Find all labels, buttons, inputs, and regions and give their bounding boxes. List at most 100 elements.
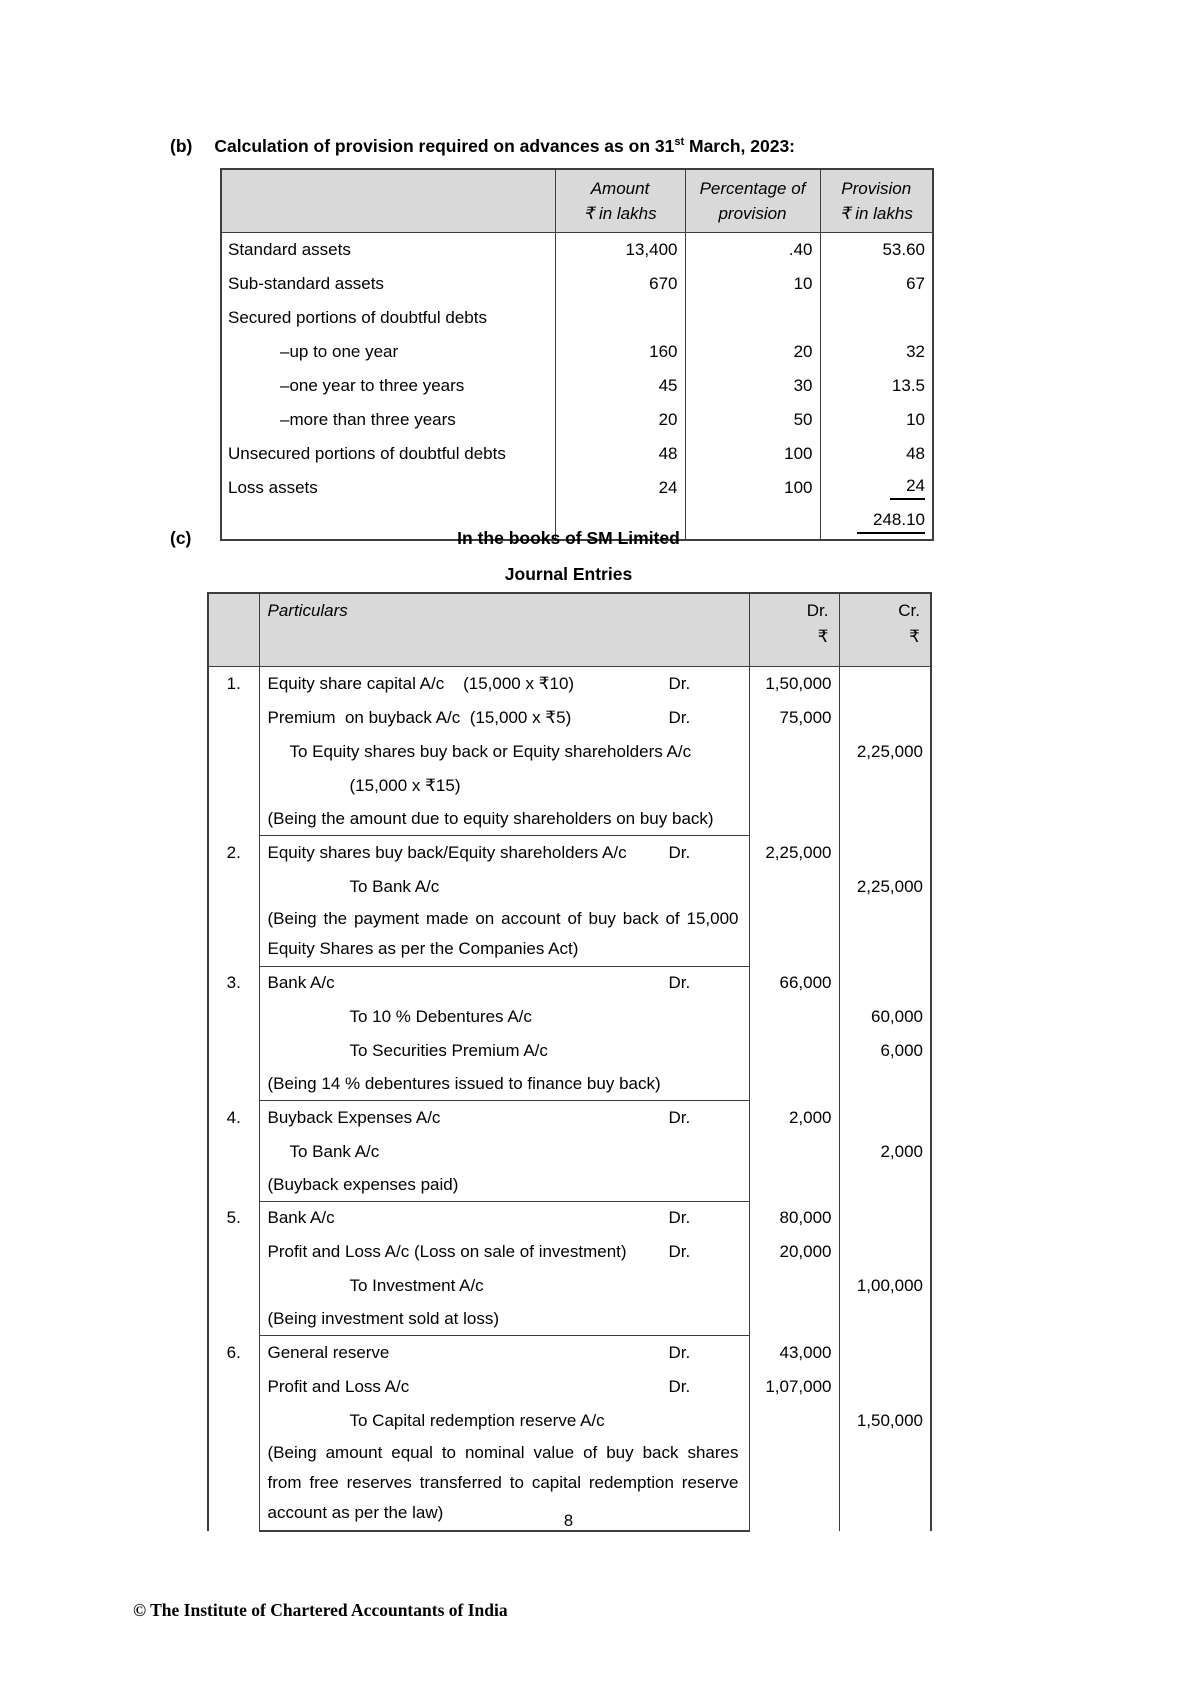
line-text: Equity share capital A/c (15,000 x ₹10) bbox=[267, 674, 575, 693]
line-text: Bank A/c bbox=[267, 1208, 335, 1228]
header-percentage: Percentage of provision bbox=[684, 169, 821, 233]
narration-text: (Being the payment made on account of bu… bbox=[258, 903, 750, 967]
row-amount: 20 bbox=[554, 403, 686, 437]
total-row: 248.10 bbox=[220, 505, 934, 540]
debit-amount bbox=[748, 735, 840, 769]
debit-amount: 80,000 bbox=[748, 1201, 840, 1235]
entry-number bbox=[207, 1437, 260, 1531]
journal-line: Profit and Loss A/c Dr. 1,07,000 bbox=[207, 1369, 932, 1404]
dr-indicator: Dr. bbox=[668, 1208, 691, 1228]
debit-amount: 66,000 bbox=[748, 966, 840, 1000]
table-row: –one year to three years 45 30 13.5 bbox=[220, 369, 934, 403]
subtotal-underlined: 24 bbox=[890, 476, 925, 500]
credit-amount: 1,50,000 bbox=[838, 1403, 932, 1438]
journal-line: To Capital redemption reserve A/c 1,50,0… bbox=[207, 1403, 932, 1438]
journal-table: Particulars Dr. ₹ Cr. ₹ 1. Equity share … bbox=[207, 592, 932, 1532]
cr-label: Cr. bbox=[898, 601, 920, 620]
narration-text: (Being 14 % debentures issued to finance… bbox=[258, 1068, 750, 1101]
line-text: To Bank A/c bbox=[349, 876, 440, 896]
section-b-title: (b) Calculation of provision required on … bbox=[170, 136, 795, 157]
header-amount: Amount ₹ in lakhs bbox=[554, 169, 686, 233]
row-label: –more than three years bbox=[220, 403, 556, 437]
title-superscript: st bbox=[674, 136, 685, 149]
credit-amount bbox=[838, 1235, 932, 1269]
narration-text: (Buyback expenses paid) bbox=[258, 1168, 750, 1202]
entry-number bbox=[207, 869, 260, 904]
entry-number: 4. bbox=[207, 1100, 260, 1135]
line-text: To Bank A/c bbox=[289, 1141, 380, 1161]
dr-label: Dr. bbox=[806, 601, 829, 620]
credit-amount bbox=[838, 701, 932, 735]
debit-amount: 43,000 bbox=[748, 1335, 840, 1370]
row-amount: 160 bbox=[554, 335, 686, 369]
row-label: Secured portions of doubtful debts bbox=[220, 301, 556, 335]
total-underlined: 248.10 bbox=[857, 510, 925, 534]
debit-amount: 1,07,000 bbox=[748, 1369, 840, 1404]
row-label: Loss assets bbox=[220, 471, 556, 505]
debit-amount: 2,000 bbox=[748, 1100, 840, 1135]
journal-line: 6. General reserve Dr. 43,000 bbox=[207, 1335, 932, 1370]
journal-line: To Investment A/c 1,00,000 bbox=[207, 1269, 932, 1303]
row-amount bbox=[554, 505, 686, 540]
row-amount: 48 bbox=[554, 437, 686, 471]
row-percentage: 50 bbox=[684, 403, 821, 437]
row-percentage: 10 bbox=[684, 267, 821, 301]
row-amount: 670 bbox=[554, 267, 686, 301]
row-amount: 24 bbox=[554, 471, 686, 505]
entry-number bbox=[207, 1403, 260, 1438]
row-percentage: 100 bbox=[684, 471, 821, 505]
debit-amount bbox=[748, 769, 840, 803]
debit-amount: 20,000 bbox=[748, 1235, 840, 1269]
journal-header-blank bbox=[207, 592, 260, 667]
line-text: (15,000 x ₹15) bbox=[349, 776, 461, 795]
books-heading: In the books of SM Limited bbox=[457, 528, 680, 548]
journal-line: 5. Bank A/c Dr. 80,000 bbox=[207, 1201, 932, 1235]
header-prov-line2: ₹ in lakhs bbox=[839, 204, 913, 223]
row-percentage bbox=[684, 301, 821, 335]
debit-amount bbox=[748, 1134, 840, 1169]
narration-text: (Being the amount due to equity sharehol… bbox=[258, 803, 750, 836]
entry-number bbox=[207, 1369, 260, 1404]
entry-number bbox=[207, 1168, 260, 1201]
header-blank bbox=[220, 169, 556, 233]
entry-number bbox=[207, 1034, 260, 1068]
section-c-label: (c) bbox=[170, 528, 192, 548]
line-text: To 10 % Debentures A/c bbox=[349, 1007, 532, 1026]
entry-number: 3. bbox=[207, 966, 260, 1000]
dr-indicator: Dr. bbox=[668, 1242, 691, 1261]
line-text: Premium on buyback A/c (15,000 x ₹5) bbox=[267, 708, 572, 727]
dr-indicator: Dr. bbox=[668, 674, 691, 693]
entry-number: 1. bbox=[207, 666, 260, 701]
line-text: To Securities Premium A/c bbox=[349, 1041, 548, 1060]
dr-indicator: Dr. bbox=[668, 1376, 691, 1396]
credit-amount: 2,25,000 bbox=[838, 869, 932, 904]
entry-number bbox=[207, 903, 260, 966]
row-percentage: .40 bbox=[684, 232, 821, 267]
entry-number bbox=[207, 803, 260, 836]
row-provision: 53.60 bbox=[819, 232, 934, 267]
journal-header-dr: Dr. ₹ bbox=[748, 592, 840, 667]
debit-amount: 75,000 bbox=[748, 701, 840, 735]
journal-header-row: Particulars Dr. ₹ Cr. ₹ bbox=[207, 592, 932, 667]
journal-line: To Securities Premium A/c 6,000 bbox=[207, 1034, 932, 1068]
header-amount-line1: Amount bbox=[590, 179, 650, 198]
row-percentage: 30 bbox=[684, 369, 821, 403]
journal-narration: (Being investment sold at loss) bbox=[207, 1303, 932, 1336]
credit-amount bbox=[838, 1100, 932, 1135]
entry-number bbox=[207, 735, 260, 769]
credit-amount: 6,000 bbox=[838, 1034, 932, 1068]
journal-line: To 10 % Debentures A/c 60,000 bbox=[207, 1000, 932, 1034]
row-label: Sub-standard assets bbox=[220, 267, 556, 301]
debit-amount bbox=[748, 1034, 840, 1068]
header-provision: Provision ₹ in lakhs bbox=[819, 169, 934, 233]
credit-amount: 60,000 bbox=[838, 1000, 932, 1034]
journal-narration: (Buyback expenses paid) bbox=[207, 1168, 932, 1202]
line-text: Equity shares buy back/Equity shareholde… bbox=[267, 842, 627, 862]
journal-narration: (Being the payment made on account of bu… bbox=[207, 903, 932, 967]
header-pct-line1: Percentage of bbox=[699, 179, 806, 198]
debit-amount bbox=[748, 869, 840, 904]
dr-indicator: Dr. bbox=[668, 973, 691, 993]
header-prov-line1: Provision bbox=[841, 179, 912, 198]
entry-number bbox=[207, 1303, 260, 1336]
